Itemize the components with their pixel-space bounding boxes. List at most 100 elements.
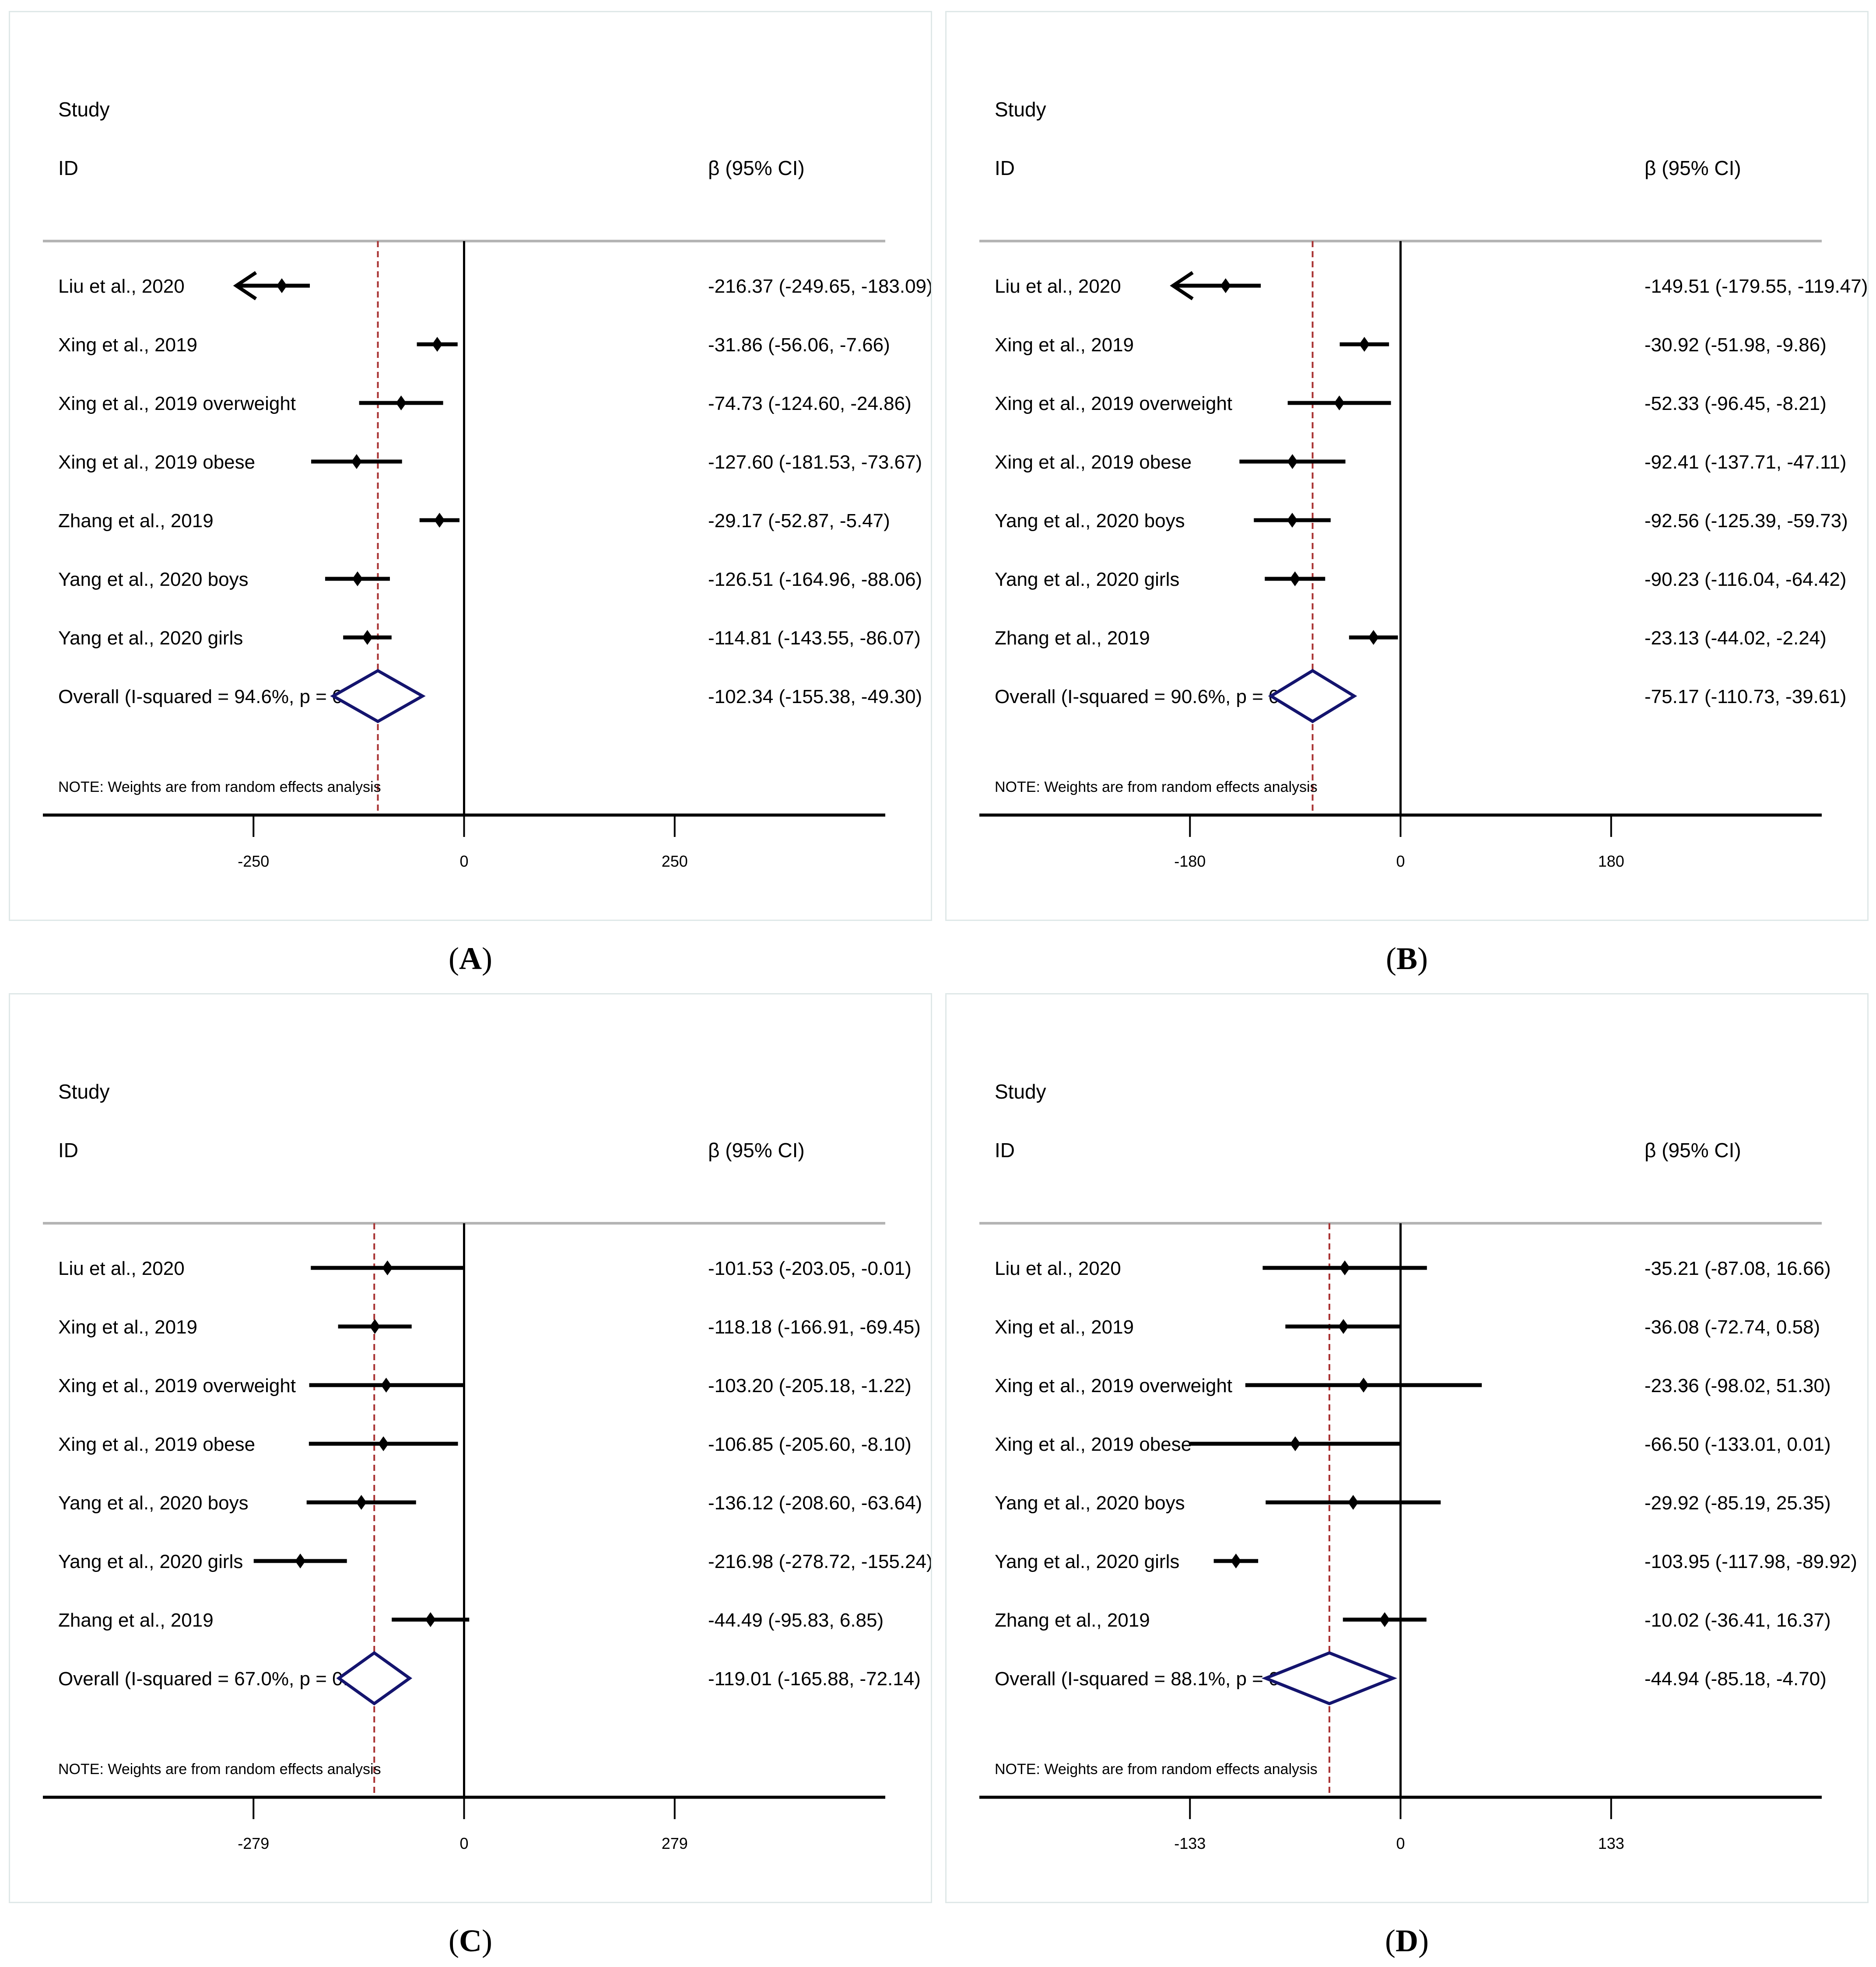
study-label: Xing et al., 2019 — [995, 1316, 1134, 1338]
point-estimate-marker — [295, 1554, 306, 1568]
point-estimate-marker — [1368, 630, 1379, 645]
study-ci-text: -92.56 (-125.39, -59.73) — [1645, 510, 1848, 532]
point-estimate-marker — [1358, 1378, 1369, 1393]
point-estimate-marker — [432, 337, 443, 352]
study-ci-text: -29.92 (-85.19, 25.35) — [1645, 1492, 1831, 1514]
weights-note: NOTE: Weights are from random effects an… — [58, 1761, 381, 1778]
study-ci-text: -23.36 (-98.02, 51.30) — [1645, 1375, 1831, 1396]
weights-note: NOTE: Weights are from random effects an… — [995, 779, 1318, 795]
study-ci-text: -66.50 (-133.01, 0.01) — [1645, 1434, 1831, 1455]
header-study: Study — [995, 1080, 1046, 1103]
study-label: Zhang et al., 2019 — [58, 1610, 214, 1631]
x-tick-label: 180 — [1598, 852, 1624, 870]
study-label: Yang et al., 2020 boys — [995, 1492, 1185, 1514]
header-ci: β (95% CI) — [708, 157, 805, 179]
x-tick-label: 279 — [662, 1834, 688, 1852]
study-label: Yang et al., 2020 boys — [995, 510, 1185, 532]
x-tick-label: 133 — [1598, 1834, 1624, 1852]
forest-plot-panel-b: Study ID β (95% CI) Liu et al., 2020 -149.51… — [945, 11, 1869, 921]
forest-plot-svg: Study ID β (95% CI) Liu et al., 2020 -216.37… — [43, 98, 931, 870]
study-label: Xing et al., 2019 obese — [995, 1434, 1192, 1455]
point-estimate-marker — [1379, 1612, 1390, 1627]
caption-c: (C) — [449, 1923, 492, 1958]
point-estimate-marker — [1231, 1554, 1241, 1568]
overall-ci-text: -102.34 (-155.38, -49.30) — [708, 686, 922, 707]
study-label: Xing et al., 2019 overweight — [995, 1375, 1232, 1396]
x-tick-label: 0 — [459, 852, 468, 870]
study-ci-text: -216.37 (-249.65, -183.09) — [708, 276, 931, 297]
study-ci-text: -74.73 (-124.60, -24.86) — [708, 393, 912, 414]
study-label: Xing et al., 2019 — [58, 334, 197, 356]
study-label: Xing et al., 2019 — [995, 334, 1134, 356]
overall-diamond — [1268, 668, 1357, 724]
forest-plot-svg: Study ID β (95% CI) Liu et al., 2020 -149.51… — [979, 98, 1867, 870]
study-ci-text: -29.17 (-52.87, -5.47) — [708, 510, 890, 532]
point-estimate-marker — [378, 1436, 389, 1451]
study-ci-text: -149.51 (-179.55, -119.47) — [1645, 276, 1867, 297]
overall-label: Overall (I-squared = 90.6%, p = 0.000) — [995, 686, 1323, 707]
x-tick-label: -133 — [1174, 1834, 1206, 1852]
header-id: ID — [58, 157, 78, 179]
point-estimate-marker — [369, 1319, 380, 1334]
study-label: Xing et al., 2019 obese — [995, 452, 1192, 473]
header-ci: β (95% CI) — [708, 1139, 805, 1162]
point-estimate-marker — [351, 454, 362, 469]
study-label: Zhang et al., 2019 — [995, 1610, 1150, 1631]
study-ci-text: -127.60 (-181.53, -73.67) — [708, 452, 922, 473]
study-ci-text: -136.12 (-208.60, -63.64) — [708, 1492, 922, 1514]
point-estimate-marker — [1338, 1319, 1349, 1334]
header-id: ID — [995, 157, 1015, 179]
study-ci-text: -216.98 (-278.72, -155.24) — [708, 1551, 931, 1572]
overall-diamond — [330, 668, 426, 724]
point-estimate-marker — [1348, 1495, 1359, 1510]
study-label: Liu et al., 2020 — [58, 276, 185, 297]
overall-label: Overall (I-squared = 67.0%, p = 0.006) — [58, 1668, 387, 1690]
point-estimate-marker — [356, 1495, 367, 1510]
point-estimate-marker — [382, 1260, 393, 1275]
study-label: Yang et al., 2020 boys — [58, 569, 249, 590]
point-estimate-marker — [1290, 571, 1301, 586]
study-ci-text: -23.13 (-44.02, -2.24) — [1645, 627, 1827, 649]
study-ci-text: -101.53 (-203.05, -0.01) — [708, 1258, 912, 1279]
study-label: Xing et al., 2019 obese — [58, 452, 255, 473]
study-label: Liu et al., 2020 — [58, 1258, 185, 1279]
x-tick-label: -250 — [238, 852, 269, 870]
study-label: Xing et al., 2019 — [58, 1316, 197, 1338]
study-ci-text: -10.02 (-36.41, 16.37) — [1645, 1610, 1831, 1631]
study-ci-text: -118.18 (-166.91, -69.45) — [708, 1316, 921, 1338]
forest-plot-svg: Study ID β (95% CI) Liu et al., 2020 -101.53… — [43, 1080, 931, 1852]
overall-ci-text: -119.01 (-165.88, -72.14) — [708, 1668, 921, 1690]
header-study: Study — [58, 98, 110, 121]
point-estimate-marker — [362, 630, 373, 645]
study-ci-text: -44.49 (-95.83, 6.85) — [708, 1610, 884, 1631]
weights-note: NOTE: Weights are from random effects an… — [58, 779, 381, 795]
study-ci-text: -35.21 (-87.08, 16.66) — [1645, 1258, 1831, 1279]
overall-diamond — [336, 1651, 413, 1706]
caption-b: (B) — [1386, 941, 1428, 976]
overall-diamond — [1261, 1651, 1397, 1705]
point-estimate-marker — [1287, 454, 1298, 469]
study-label: Xing et al., 2019 overweight — [58, 1375, 296, 1396]
header-ci: β (95% CI) — [1645, 157, 1741, 179]
forest-plot-panel-c: Study ID β (95% CI) Liu et al., 2020 -101.53… — [9, 993, 932, 1903]
point-estimate-marker — [1359, 337, 1370, 352]
x-tick-label: 0 — [459, 1834, 468, 1852]
x-tick-label: 0 — [1396, 1834, 1405, 1852]
study-label: Liu et al., 2020 — [995, 1258, 1121, 1279]
point-estimate-marker — [381, 1378, 392, 1393]
header-study: Study — [58, 1080, 110, 1103]
study-ci-text: -103.95 (-117.98, -89.92) — [1645, 1551, 1857, 1572]
study-label: Liu et al., 2020 — [995, 276, 1121, 297]
study-label: Xing et al., 2019 obese — [58, 1434, 255, 1455]
caption-d: (D) — [1385, 1923, 1429, 1958]
point-estimate-marker — [1334, 396, 1345, 410]
header-ci: β (95% CI) — [1645, 1139, 1741, 1162]
study-ci-text: -90.23 (-116.04, -64.42) — [1645, 569, 1846, 590]
study-label: Zhang et al., 2019 — [58, 510, 214, 532]
weights-note: NOTE: Weights are from random effects an… — [995, 1761, 1318, 1778]
study-label: Yang et al., 2020 boys — [58, 1492, 249, 1514]
study-ci-text: -52.33 (-96.45, -8.21) — [1645, 393, 1827, 414]
study-ci-text: -36.08 (-72.74, 0.58) — [1645, 1316, 1820, 1338]
point-estimate-marker — [396, 396, 407, 410]
header-study: Study — [995, 98, 1046, 121]
